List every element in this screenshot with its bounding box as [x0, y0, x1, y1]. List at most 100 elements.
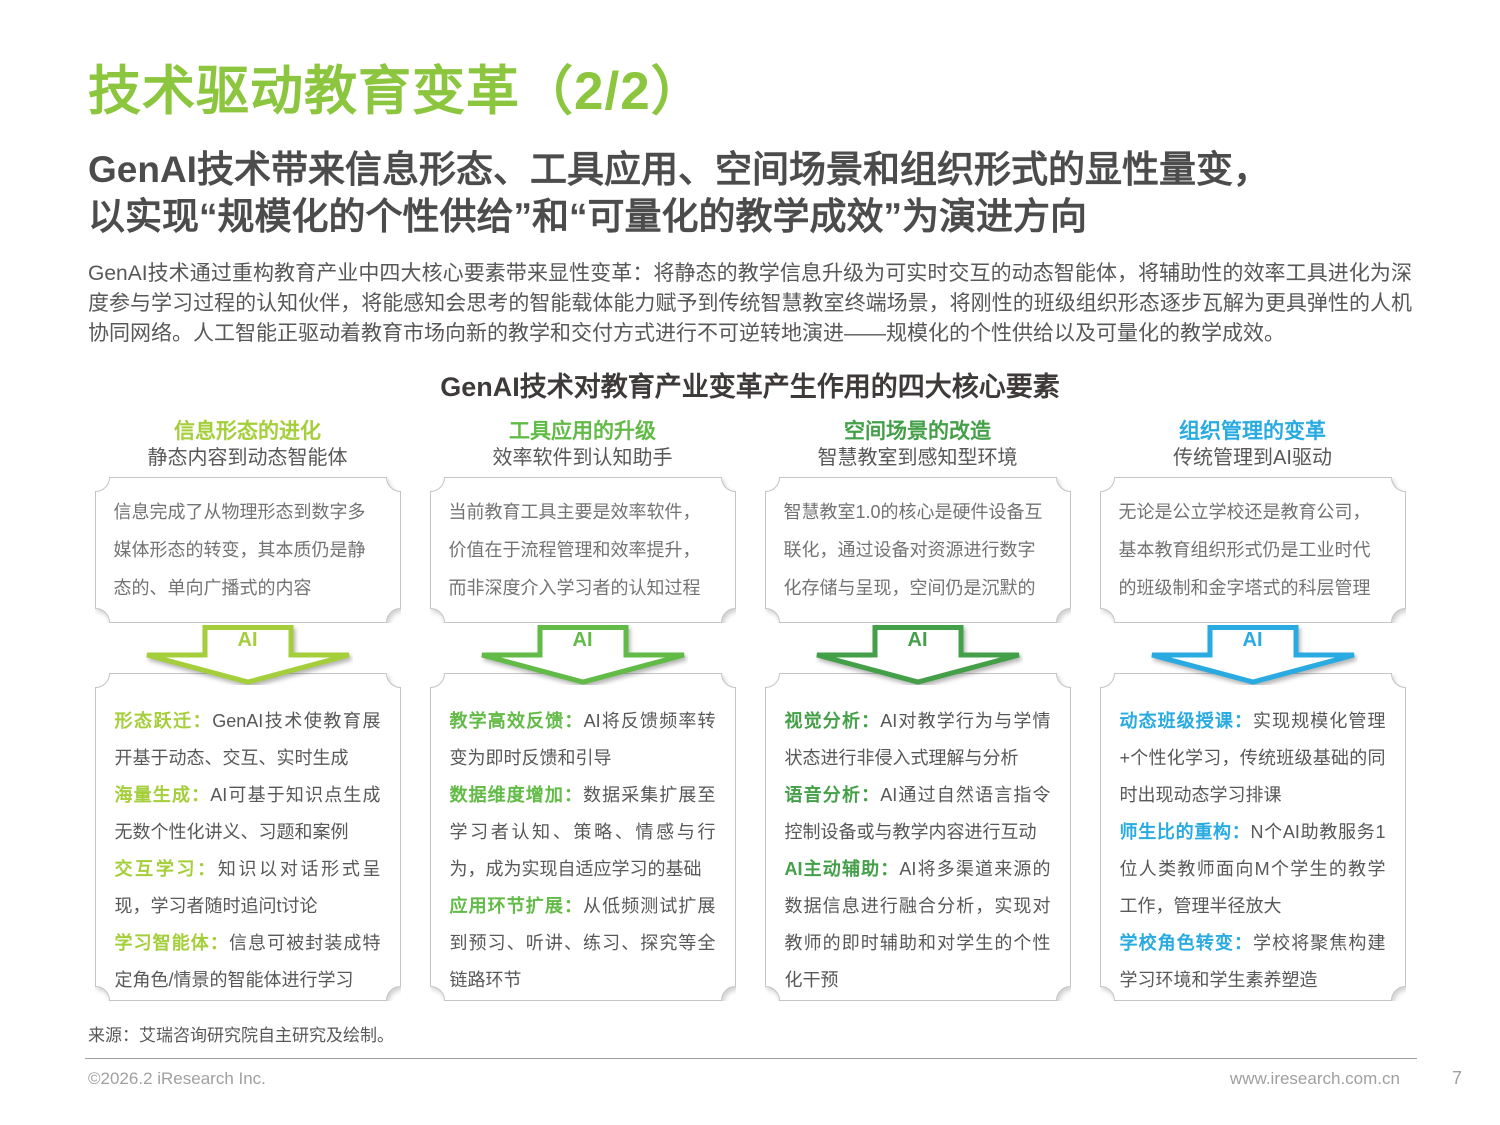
- factor-column-tools: 工具应用的升级 效率软件到认知助手 当前教育工具主要是效率软件，价值在于流程管理…: [429, 418, 736, 1002]
- column-subheader: 效率软件到认知助手: [492, 447, 673, 470]
- item-keyword: 应用环节扩展：: [449, 896, 584, 917]
- list-item: 语音分析：AI通过自然语言指令控制设备或与教学内容进行互动: [785, 777, 1051, 851]
- ai-arrow: AI: [143, 625, 353, 685]
- column-subheader: 传统管理到AI驱动: [1173, 447, 1332, 470]
- factor-column-space: 空间场景的改造 智慧教室到感知型环境 智慧教室1.0的核心是硬件设备互联化，通过…: [764, 418, 1071, 1002]
- factor-column-information: 信息形态的进化 静态内容到动态智能体 信息完成了从物理形态到数字多媒体形态的转变…: [94, 418, 401, 1002]
- list-item: 学校角色转变：学校将聚焦构建学习环境和学生素养塑造: [1120, 925, 1386, 999]
- subtitle-line-1: GenAI技术带来信息形态、工具应用、空间场景和组织形式的显性量变，: [88, 148, 1270, 190]
- list-item: 学习智能体：信息可被封装成特定角色/情景的智能体进行学习: [115, 925, 381, 999]
- transformation-items: 教学高效反馈：AI将反馈频率转变为即时反馈和引导 数据维度增加：数据采集扩展至学…: [430, 673, 736, 999]
- ai-arrow: AI: [478, 625, 688, 685]
- item-text: AI将反馈频率转变为即时反馈和引导: [449, 711, 716, 769]
- item-text: 从低频测试扩展到预习、听讲、练习、探究等全链路环节: [449, 896, 716, 991]
- list-item: 动态班级授课：实现规模化管理+个性化学习，传统班级基础的同时出现动态学习排课: [1120, 703, 1386, 814]
- slide-subtitle: GenAI技术带来信息形态、工具应用、空间场景和组织形式的显性量变， 以实现“规…: [88, 147, 1412, 241]
- item-text: 知识以对话形式呈现，学习者随时追问t讨论: [114, 859, 381, 917]
- list-item: AI主动辅助：AI将多渠道来源的数据信息进行融合分析，实现对教师的即时辅助和对学…: [785, 851, 1051, 999]
- box-frame: [1099, 673, 1406, 1002]
- ai-label: AI: [237, 629, 258, 652]
- source-note: 来源：艾瑞咨询研究院自主研究及绘制。: [88, 1026, 394, 1046]
- column-header: 工具应用的升级: [509, 419, 656, 443]
- box-frame: [94, 673, 401, 1002]
- list-item: 应用环节扩展：从低频测试扩展到预习、听讲、练习、探究等全链路环节: [450, 888, 716, 999]
- item-text: 实现规模化管理+个性化学习，传统班级基础的同时出现动态学习排课: [1119, 711, 1386, 806]
- item-keyword: 数据维度增加：: [449, 785, 584, 806]
- item-text: AI将多渠道来源的数据信息进行融合分析，实现对教师的即时辅助和对学生的个性化干预: [784, 859, 1051, 991]
- item-text: GenAI技术使教育展开基于动态、交互、实时生成: [114, 711, 381, 769]
- ai-arrow: AI: [1148, 625, 1358, 685]
- subtitle-line-2: 以实现“规模化的个性供给”和“可量化的教学成效”为演进方向: [88, 195, 1087, 237]
- item-text: N个AI助教服务1位人类教师面向M个学生的教学工作，管理半径放大: [1119, 822, 1386, 917]
- item-keyword: 学习智能体：: [114, 933, 229, 954]
- box-frame: [1099, 477, 1406, 624]
- column-subheader: 智慧教室到感知型环境: [817, 447, 1018, 470]
- page-number: 7: [1451, 1068, 1462, 1089]
- column-header: 信息形态的进化: [174, 419, 321, 443]
- page-footer: ©2026.2 iResearch Inc. www.iresearch.com…: [0, 1068, 1500, 1089]
- copyright-text: ©2026.2 iResearch Inc.: [88, 1068, 266, 1088]
- status-quo-box: 智慧教室1.0的核心是硬件设备互联化，通过设备对资源进行数字化存储与呈现，空间仍…: [764, 477, 1071, 624]
- item-text: 数据采集扩展至学习者认知、策略、情感与行为，成为实现自适应学习的基础: [449, 785, 716, 880]
- list-item: 海量生成：AI可基于知识点生成无数个性化讲义、习题和案例: [115, 777, 381, 851]
- ai-label: AI: [907, 629, 928, 652]
- item-keyword: AI主动辅助：: [784, 859, 900, 880]
- transformation-box: 动态班级授课：实现规模化管理+个性化学习，传统班级基础的同时出现动态学习排课 师…: [1099, 673, 1406, 1002]
- footer-divider: [85, 1058, 1417, 1060]
- page-title: 技术驱动教育变革（2/2）: [88, 62, 705, 121]
- item-keyword: 视觉分析：: [784, 711, 881, 732]
- item-keyword: 动态班级授课：: [1119, 711, 1254, 732]
- down-arrow-icon: [480, 625, 685, 685]
- status-quo-box: 当前教育工具主要是效率软件，价值在于流程管理和效率提升，而非深度介入学习者的认知…: [429, 477, 736, 624]
- status-quo-text: 智慧教室1.0的核心是硬件设备互联化，通过设备对资源进行数字化存储与呈现，空间仍…: [783, 502, 1043, 599]
- item-text: AI通过自然语言指令控制设备或与教学内容进行互动: [784, 785, 1051, 843]
- ai-label: AI: [572, 629, 593, 652]
- item-keyword: 语音分析：: [784, 785, 881, 806]
- item-text: AI可基于知识点生成无数个性化讲义、习题和案例: [114, 785, 381, 843]
- down-arrow-icon: [1150, 625, 1355, 685]
- item-keyword: 形态跃迁：: [114, 711, 213, 732]
- item-keyword: 海量生成：: [114, 785, 211, 806]
- box-frame: [764, 477, 1071, 624]
- item-keyword: 交互学习：: [114, 859, 218, 880]
- transformation-box: 形态跃迁：GenAI技术使教育展开基于动态、交互、实时生成 海量生成：AI可基于…: [94, 673, 401, 1002]
- list-item: 教学高效反馈：AI将反馈频率转变为即时反馈和引导: [450, 703, 716, 777]
- status-quo-box: 无论是公立学校还是教育公司，基本教育组织形式仍是工业时代的班级制和金字塔式的科层…: [1099, 477, 1406, 624]
- list-item: 数据维度增加：数据采集扩展至学习者认知、策略、情感与行为，成为实现自适应学习的基…: [450, 777, 716, 888]
- website-link[interactable]: www.iresearch.com.cn: [1229, 1068, 1400, 1088]
- item-text: 学校将聚焦构建学习环境和学生素养塑造: [1119, 933, 1386, 991]
- item-keyword: 师生比的重构：: [1119, 822, 1251, 843]
- ai-arrow: AI: [813, 625, 1023, 685]
- intro-paragraph: GenAI技术通过重构教育产业中四大核心要素带来显性变革：将静态的教学信息升级为…: [88, 261, 1412, 345]
- status-quo-text: 当前教育工具主要是效率软件，价值在于流程管理和效率提升，而非深度介入学习者的认知…: [448, 502, 701, 599]
- column-header: 组织管理的变革: [1179, 419, 1326, 443]
- status-quo-text: 信息完成了从物理形态到数字多媒体形态的转变，其本质仍是静态的、单向广播式的内容: [113, 502, 366, 599]
- item-text: 信息可被封装成特定角色/情景的智能体进行学习: [114, 933, 381, 991]
- status-quo-text: 无论是公立学校还是教育公司，基本教育组织形式仍是工业时代的班级制和金字塔式的科层…: [1118, 502, 1371, 599]
- transformation-items: 形态跃迁：GenAI技术使教育展开基于动态、交互、实时生成 海量生成：AI可基于…: [95, 673, 401, 999]
- ai-label: AI: [1242, 629, 1263, 652]
- column-header: 空间场景的改造: [844, 419, 991, 443]
- factor-column-organization: 组织管理的变革 传统管理到AI驱动 无论是公立学校还是教育公司，基本教育组织形式…: [1099, 418, 1406, 1002]
- four-factor-diagram: 信息形态的进化 静态内容到动态智能体 信息完成了从物理形态到数字多媒体形态的转变…: [94, 418, 1406, 1002]
- list-item: 交互学习：知识以对话形式呈现，学习者随时追问t讨论: [115, 851, 381, 925]
- status-quo-box: 信息完成了从物理形态到数字多媒体形态的转变，其本质仍是静态的、单向广播式的内容: [94, 477, 401, 624]
- transformation-items: 视觉分析：AI对教学行为与学情状态进行非侵入式理解与分析 语音分析：AI通过自然…: [765, 673, 1071, 999]
- box-frame: [429, 477, 736, 624]
- item-keyword: 学校角色转变：: [1119, 933, 1254, 954]
- item-text: AI对教学行为与学情状态进行非侵入式理解与分析: [784, 711, 1051, 769]
- diagram-title: GenAI技术对教育产业变革产生作用的四大核心要素: [440, 371, 1060, 402]
- box-frame: [94, 477, 401, 624]
- list-item: 形态跃迁：GenAI技术使教育展开基于动态、交互、实时生成: [115, 703, 381, 777]
- column-subheader: 静态内容到动态智能体: [147, 447, 348, 470]
- transformation-items: 动态班级授课：实现规模化管理+个性化学习，传统班级基础的同时出现动态学习排课 师…: [1100, 673, 1406, 999]
- transformation-box: 教学高效反馈：AI将反馈频率转变为即时反馈和引导 数据维度增加：数据采集扩展至学…: [429, 673, 736, 1002]
- down-arrow-icon: [145, 625, 350, 685]
- transformation-box: 视觉分析：AI对教学行为与学情状态进行非侵入式理解与分析 语音分析：AI通过自然…: [764, 673, 1071, 1002]
- item-keyword: 教学高效反馈：: [449, 711, 584, 732]
- box-frame: [429, 673, 736, 1002]
- down-arrow-icon: [815, 625, 1020, 685]
- list-item: 视觉分析：AI对教学行为与学情状态进行非侵入式理解与分析: [785, 703, 1051, 777]
- box-frame: [764, 673, 1071, 1002]
